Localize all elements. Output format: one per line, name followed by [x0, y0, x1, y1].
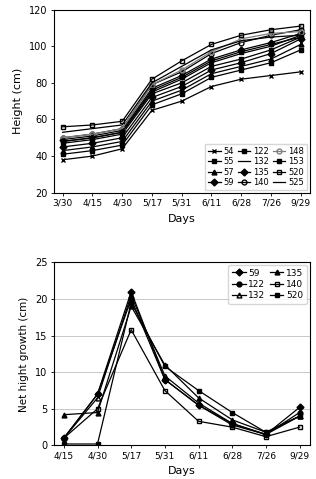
X-axis label: Days: Days	[168, 214, 196, 224]
Legend: 54, 55, 57, 59, 122, 132, 135, 140, 148, 153, 520, 525: 54, 55, 57, 59, 122, 132, 135, 140, 148,…	[205, 144, 307, 190]
Y-axis label: Net hight growth (cm): Net hight growth (cm)	[19, 297, 29, 411]
Y-axis label: Height (cm): Height (cm)	[13, 68, 23, 134]
X-axis label: Days: Days	[168, 466, 196, 476]
Legend: 59, 122, 132, 135, 140, 520: 59, 122, 132, 135, 140, 520	[228, 265, 307, 304]
